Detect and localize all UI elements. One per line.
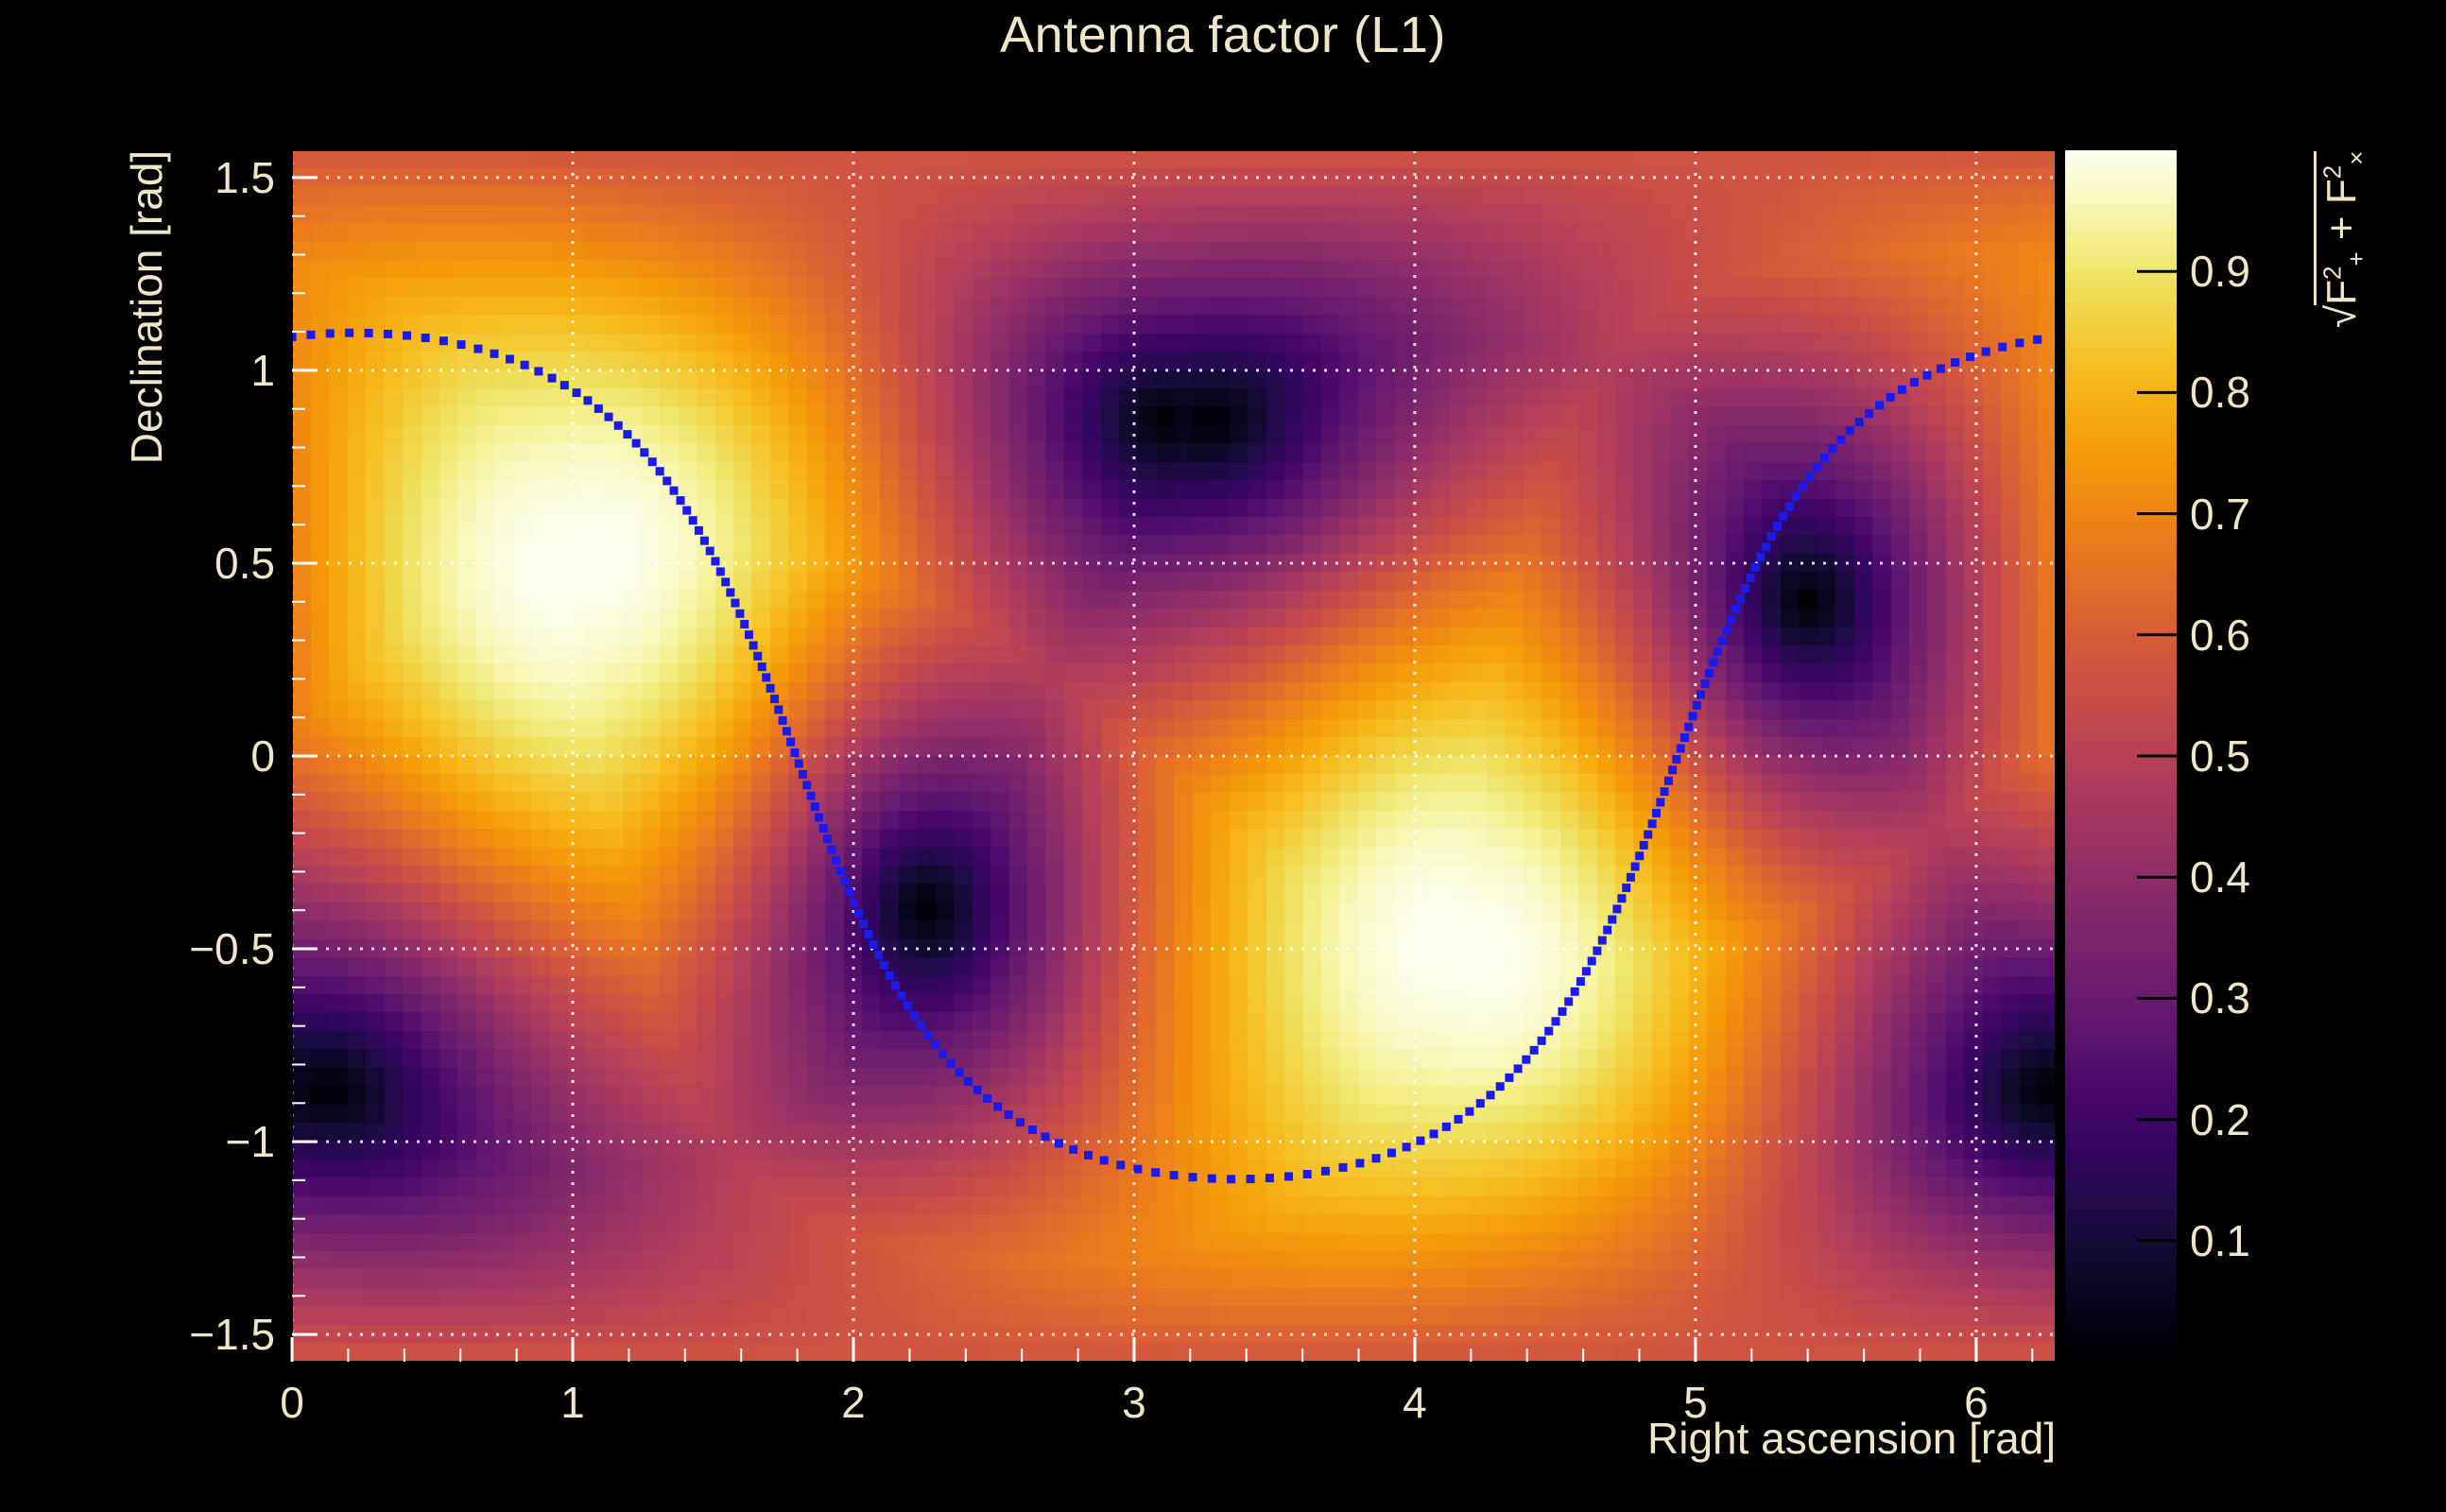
colorbar-tick-marks [2137, 269, 2177, 1243]
colorbar-tick-label: 0.1 [2190, 1215, 2250, 1265]
radicand: F2+ + F2× [2313, 150, 2369, 305]
colorbar-tick-label: 0.7 [2190, 489, 2250, 539]
x-tick-label: 1 [560, 1378, 585, 1427]
term1-sup: 2 [2317, 266, 2346, 280]
page-title: Antenna factor (L1) [1000, 7, 1446, 63]
colorbar-tick-label: 0.2 [2190, 1094, 2250, 1144]
y-tick-label: 0 [250, 731, 275, 781]
colorbar-tick-label: 0.4 [2190, 852, 2250, 902]
term2-base: F [2317, 179, 2365, 205]
term1-base: F [2317, 279, 2365, 305]
galactic-plane-overlay [292, 328, 2042, 1184]
x-tick-label: 2 [841, 1378, 866, 1427]
x-tick-label: 0 [280, 1378, 304, 1427]
term1-sub: + [2341, 251, 2370, 266]
y-tick-label: 1.5 [215, 152, 275, 202]
colorbar [2065, 150, 2177, 1362]
y-tick-label: 0.5 [215, 538, 275, 588]
x-tick-label: 5 [1683, 1378, 1708, 1427]
heatmap-plot-area [292, 150, 2056, 1362]
colorbar-tick-label: 0.9 [2190, 247, 2250, 297]
y-tick-label: −0.5 [189, 924, 275, 974]
colorbar-tick-label: 0.6 [2190, 610, 2250, 660]
radical-icon: √ [2317, 304, 2365, 328]
term2-sup: 2 [2317, 164, 2346, 180]
colorbar-tick-label: 0.5 [2190, 731, 2250, 781]
x-axis-title: Right ascension [rad] [1647, 1414, 2057, 1463]
term2-sub: × [2341, 150, 2370, 165]
x-tick-label: 4 [1403, 1378, 1427, 1427]
y-tick-label: 1 [250, 345, 275, 395]
y-tick-label: −1 [225, 1117, 275, 1167]
colorbar-tick-label: 0.3 [2190, 973, 2250, 1023]
y-axis-title: Declination [rad] [122, 149, 172, 465]
x-tick-label: 3 [1122, 1378, 1146, 1427]
colorbar-tick-label: 0.8 [2190, 368, 2250, 418]
x-tick-label: 6 [1964, 1378, 1989, 1427]
colorbar-axis-title: √F2+ + F2× [2313, 150, 2370, 328]
operator: + [2317, 215, 2365, 241]
y-tick-label: −1.5 [189, 1310, 275, 1360]
